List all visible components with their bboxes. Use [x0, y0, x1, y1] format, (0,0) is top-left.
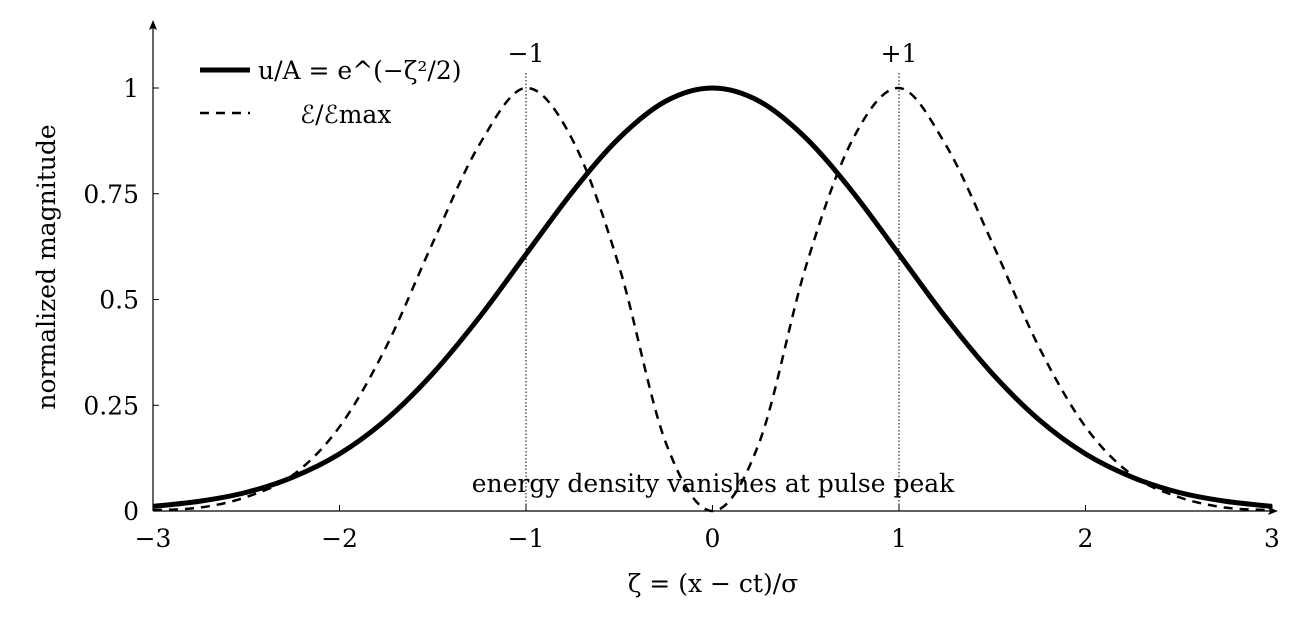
marker-lines: −1 +1 [508, 39, 918, 511]
x-tick-label: −2 [321, 524, 358, 553]
y-tick-label: 0.25 [83, 391, 139, 420]
marker-label: +1 [881, 39, 918, 68]
y-tick-label: 1 [123, 74, 139, 103]
ticks: −3 −2 −1 0 1 2 3 0 0.25 0.5 0.75 1 [83, 74, 1280, 553]
y-tick-label: 0 [123, 497, 139, 526]
x-axis-arrow [1268, 507, 1278, 515]
x-tick-label: 3 [1264, 524, 1280, 553]
x-tick-label: 0 [705, 524, 721, 553]
marker-label: −1 [508, 39, 545, 68]
legend-label-dashed: ℰ/ℰmax [300, 100, 391, 129]
annotation-text: energy density vanishes at pulse peak [472, 469, 955, 498]
legend: u/A = e^(−ζ²/2) ℰ/ℰmax [200, 56, 462, 129]
y-tick-label: 0.75 [83, 180, 139, 209]
x-tick-label: −1 [508, 524, 545, 553]
x-tick-label: 1 [891, 524, 907, 553]
series-group [152, 85, 1273, 513]
energy-density-line [152, 86, 1273, 513]
y-axis-title: normalized magnitude [32, 124, 61, 409]
y-tick-label: 0.5 [99, 286, 139, 315]
axes [149, 20, 1278, 515]
x-tick-label: −3 [135, 524, 172, 553]
pulse-line [152, 85, 1273, 509]
y-axis-arrow [149, 20, 157, 30]
x-axis-title: ζ = (x − ct)/σ [628, 569, 798, 598]
legend-label-solid: u/A = e^(−ζ²/2) [258, 56, 462, 85]
x-tick-label: 2 [1078, 524, 1094, 553]
